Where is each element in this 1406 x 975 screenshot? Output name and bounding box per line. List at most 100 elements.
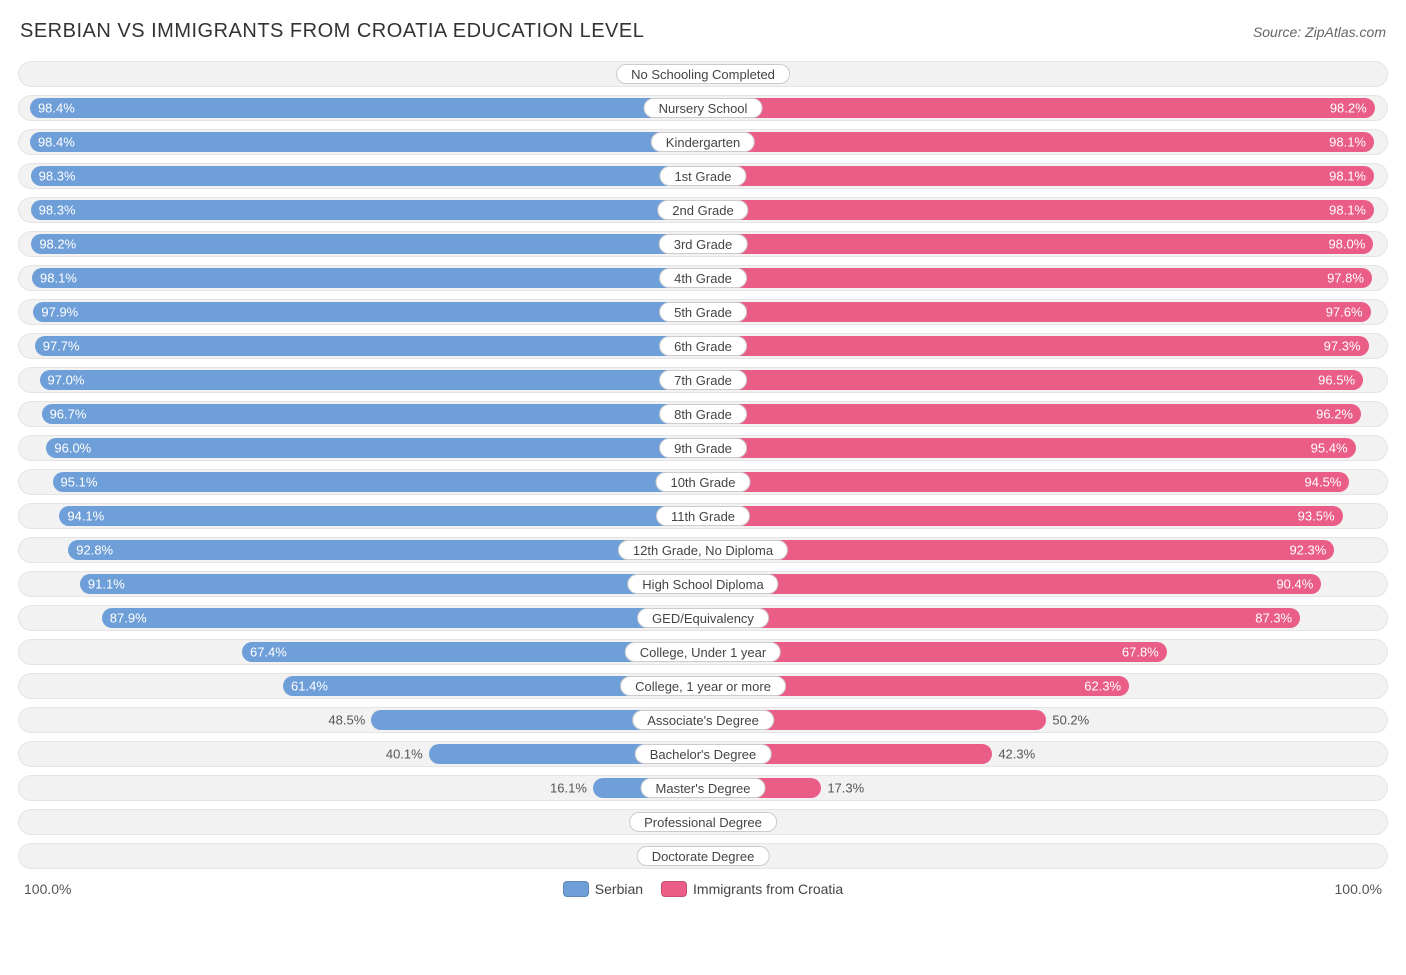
legend-item-left: Serbian: [557, 881, 649, 897]
axis-left-max: 100.0%: [24, 881, 71, 897]
bar-right-half: 17.3%: [703, 776, 1387, 800]
category-label: Bachelor's Degree: [635, 744, 772, 764]
bar-right-value: 98.1%: [1329, 203, 1366, 218]
bar-right-value: 97.3%: [1324, 339, 1361, 354]
bar-left-value: 98.4%: [38, 101, 75, 116]
bar-right-value: 17.3%: [827, 781, 864, 796]
bar-right-half: 98.0%: [703, 232, 1387, 256]
bar-left-half: 16.1%: [19, 776, 703, 800]
category-label: 4th Grade: [659, 268, 747, 288]
legend-swatch-left: [563, 881, 589, 897]
chart-source: Source: ZipAtlas.com: [1253, 24, 1386, 40]
bar-right-value: 90.4%: [1276, 577, 1313, 592]
bar-row: 2.0%2.1%Doctorate Degree: [18, 843, 1388, 869]
bar-right-value: 62.3%: [1084, 679, 1121, 694]
bar-left-fill: 98.2%: [31, 234, 703, 254]
bar-right-value: 98.1%: [1329, 169, 1366, 184]
bar-left-value: 94.1%: [67, 509, 104, 524]
category-label: 5th Grade: [659, 302, 747, 322]
bar-row: 98.4% 98.1% Kindergarten: [18, 129, 1388, 155]
bar-right-fill: 90.4%: [703, 574, 1321, 594]
bar-row: 87.9%87.3%GED/Equivalency: [18, 605, 1388, 631]
bar-left-fill: 94.1%: [59, 506, 703, 526]
category-label: 1st Grade: [659, 166, 746, 186]
bar-left-half: 95.1%: [19, 470, 703, 494]
bar-left-fill: 87.9%: [102, 608, 703, 628]
category-label: College, 1 year or more: [620, 676, 786, 696]
bar-left-fill: 98.3%: [31, 166, 703, 186]
bar-row: 48.5%50.2%Associate's Degree: [18, 707, 1388, 733]
bar-right-half: 98.1%: [703, 164, 1387, 188]
bar-left-value: 97.7%: [43, 339, 80, 354]
bar-right-fill: 96.5%: [703, 370, 1363, 390]
bar-right-value: 96.5%: [1318, 373, 1355, 388]
category-label: High School Diploma: [627, 574, 778, 594]
bar-left-half: 92.8%: [19, 538, 703, 562]
bar-right-fill: 98.0%: [703, 234, 1373, 254]
category-label: Master's Degree: [641, 778, 766, 798]
category-label: College, Under 1 year: [625, 642, 781, 662]
bar-left-half: 97.9%: [19, 300, 703, 324]
bar-left-half: 98.4%: [19, 130, 703, 154]
category-label: 11th Grade: [656, 506, 750, 526]
bar-right-half: 95.4%: [703, 436, 1387, 460]
bar-left-value: 40.1%: [386, 747, 423, 762]
bar-left-half: 94.1%: [19, 504, 703, 528]
bar-right-half: 97.8%: [703, 266, 1387, 290]
bar-right-value: 98.2%: [1330, 101, 1367, 116]
bar-right-half: 98.2%: [703, 96, 1387, 120]
bar-left-half: 40.1%: [19, 742, 703, 766]
category-label: Associate's Degree: [632, 710, 774, 730]
bar-right-fill: 87.3%: [703, 608, 1300, 628]
bar-row: 16.1% 17.3% Master's Degree: [18, 775, 1388, 801]
bar-right-value: 98.1%: [1329, 135, 1366, 150]
bar-left-fill: 96.7%: [42, 404, 703, 424]
bar-right-value: 87.3%: [1255, 611, 1292, 626]
bar-left-half: 98.4%: [19, 96, 703, 120]
chart-footer: 100.0% Serbian Immigrants from Croatia 1…: [10, 877, 1396, 897]
category-label: 3rd Grade: [659, 234, 748, 254]
bar-right-half: 98.1%: [703, 130, 1387, 154]
bar-left-half: 67.4%: [19, 640, 703, 664]
bar-left-value: 97.0%: [48, 373, 85, 388]
bar-right-fill: 97.6%: [703, 302, 1371, 322]
bar-right-fill: 97.3%: [703, 336, 1369, 356]
bar-left-half: 98.3%: [19, 164, 703, 188]
bar-right-value: 97.6%: [1326, 305, 1363, 320]
bar-right-half: 96.5%: [703, 368, 1387, 392]
bar-left-fill: 96.0%: [46, 438, 703, 458]
legend-item-right: Immigrants from Croatia: [655, 881, 849, 897]
bar-left-value: 87.9%: [110, 611, 147, 626]
bar-right-value: 42.3%: [998, 747, 1035, 762]
bar-right-value: 93.5%: [1298, 509, 1335, 524]
bar-row: 98.1% 97.8%4th Grade: [18, 265, 1388, 291]
bar-left-half: 97.0%: [19, 368, 703, 392]
bar-left-value: 96.7%: [50, 407, 87, 422]
chart-header: SERBIAN VS IMMIGRANTS FROM CROATIA EDUCA…: [10, 20, 1396, 61]
bar-right-half: 90.4%: [703, 572, 1387, 596]
bar-right-value: 67.8%: [1122, 645, 1159, 660]
bar-right-fill: 97.8%: [703, 268, 1372, 288]
bar-right-fill: 93.5%: [703, 506, 1343, 526]
bar-left-fill: 92.8%: [68, 540, 703, 560]
bar-left-fill: 98.4%: [30, 98, 703, 118]
bar-left-half: 98.2%: [19, 232, 703, 256]
bar-left-half: 87.9%: [19, 606, 703, 630]
bar-left-value: 98.4%: [38, 135, 75, 150]
bar-left-value: 98.1%: [40, 271, 77, 286]
bar-left-fill: 97.7%: [35, 336, 703, 356]
bar-row: 94.1% 93.5% 11th Grade: [18, 503, 1388, 529]
bar-right-half: 62.3%: [703, 674, 1387, 698]
bar-right-half: 1.9%: [703, 62, 1387, 86]
bar-left-value: 67.4%: [250, 645, 287, 660]
bar-left-value: 92.8%: [76, 543, 113, 558]
bar-right-half: 94.5%: [703, 470, 1387, 494]
bar-left-value: 98.3%: [39, 169, 76, 184]
bar-row: 1.7%1.9%No Schooling Completed: [18, 61, 1388, 87]
category-label: Kindergarten: [651, 132, 755, 152]
bar-left-fill: 98.4%: [30, 132, 703, 152]
bar-left-half: 61.4%: [19, 674, 703, 698]
bar-right-half: 5.3%: [703, 810, 1387, 834]
category-label: No Schooling Completed: [616, 64, 790, 84]
bar-left-value: 97.9%: [41, 305, 78, 320]
